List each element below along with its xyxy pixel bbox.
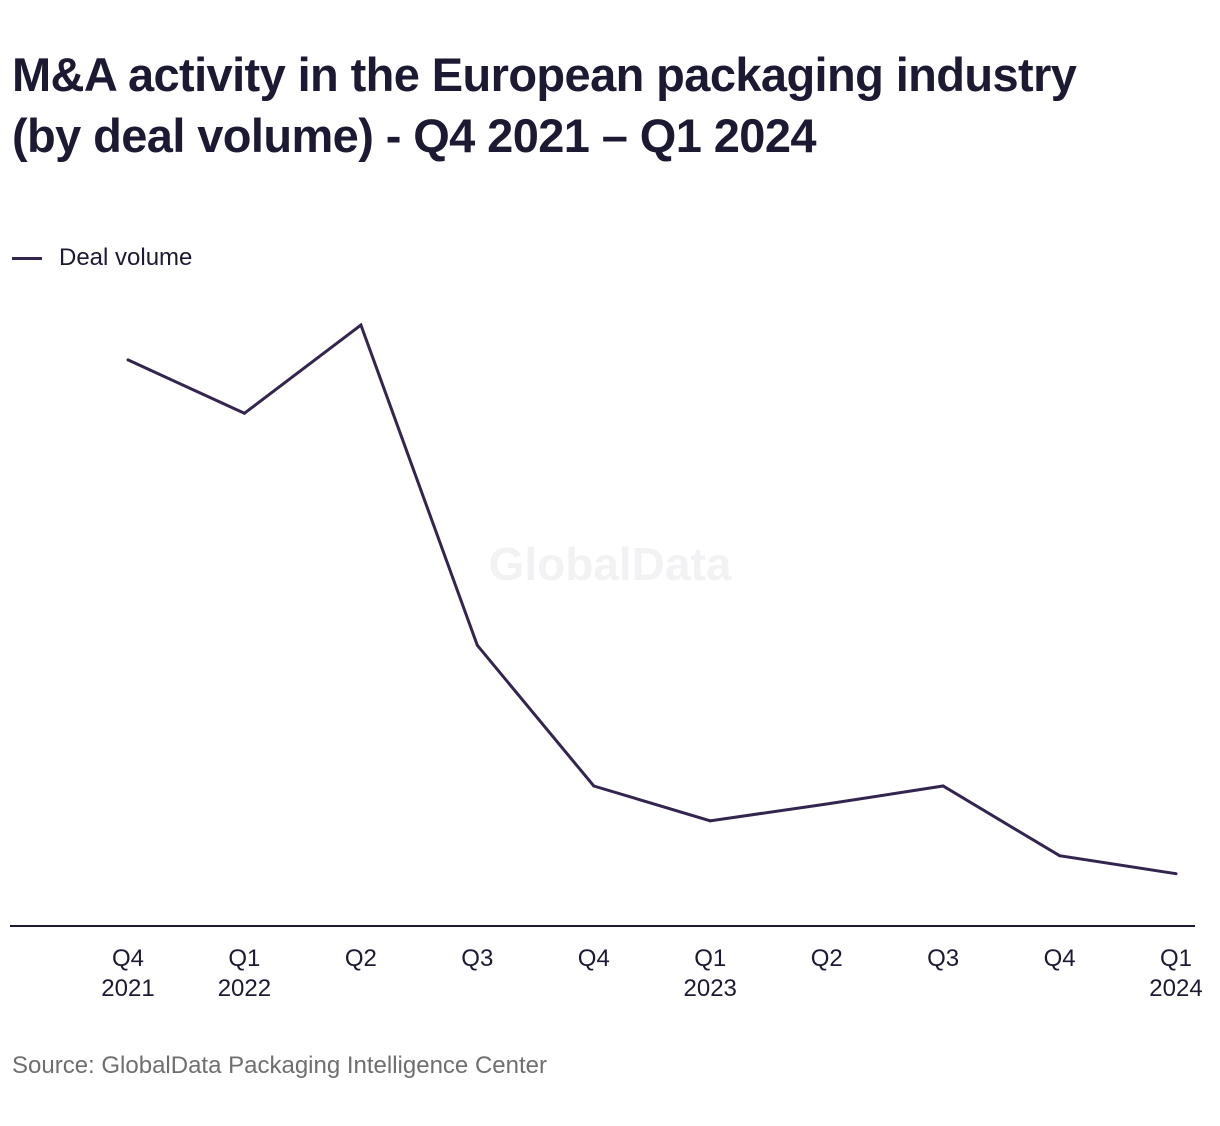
- legend-swatch-deal-volume: [12, 256, 42, 260]
- watermark: GlobalData: [489, 538, 732, 590]
- x-tick-label-0-year: 2021: [101, 975, 154, 1002]
- x-tick-label-0-quarter: Q4: [112, 945, 144, 972]
- x-tick-label-9-year: 2024: [1149, 975, 1202, 1002]
- x-tick-label-3-quarter: Q3: [461, 945, 493, 972]
- data-point-8: [1058, 854, 1062, 858]
- x-tick-label-6-quarter: Q2: [811, 945, 843, 972]
- source-note: Source: GlobalData Packaging Intelligenc…: [12, 1052, 547, 1079]
- series-line-deal-volume: [127, 322, 1177, 876]
- chart-title-line1: M&A activity in the European packaging i…: [12, 48, 1077, 101]
- data-point-7: [941, 784, 945, 788]
- x-tick-label-5-year: 2023: [684, 975, 737, 1002]
- x-tick-label-1-year: 2022: [218, 975, 271, 1002]
- data-point-3: [475, 643, 479, 647]
- x-tick-label-7-quarter: Q3: [927, 945, 959, 972]
- x-axis-tick-labels: Q4 2021 Q1 2022 Q2 Q3 Q4 Q1 2023 Q2 Q3 Q4 Q1 2024: [101, 945, 1202, 1002]
- data-point-1: [242, 411, 246, 415]
- chart-legend: Deal volume: [12, 242, 192, 274]
- legend-label-deal-volume: Deal volume: [59, 244, 193, 271]
- data-point-0: [126, 358, 130, 362]
- series-layer: [126, 322, 1178, 876]
- data-point-5: [708, 819, 712, 823]
- data-point-4: [592, 784, 596, 788]
- x-tick-label-4-quarter: Q4: [578, 945, 610, 972]
- data-point-6: [825, 802, 829, 806]
- x-tick-label-1-quarter: Q1: [228, 945, 260, 972]
- chart-title-line2: (by deal volume) - Q4 2021 – Q1 2024: [12, 109, 817, 162]
- x-tick-label-5-quarter: Q1: [694, 945, 726, 972]
- x-tick-label-9-quarter: Q1: [1160, 945, 1192, 972]
- data-point-2: [359, 323, 363, 327]
- x-tick-label-2-quarter: Q2: [345, 945, 377, 972]
- data-point-9: [1174, 872, 1178, 876]
- chart-title: M&A activity in the European packaging i…: [12, 44, 1202, 166]
- x-tick-label-8-quarter: Q4: [1044, 945, 1076, 972]
